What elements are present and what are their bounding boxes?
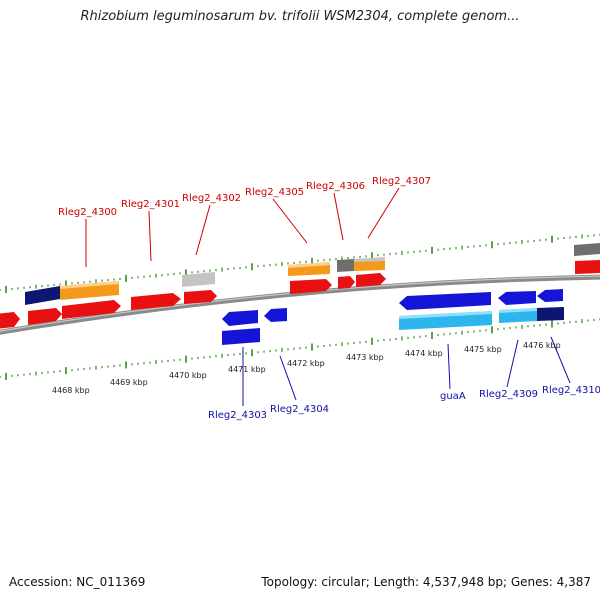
feature-red-4305[interactable] [290, 279, 332, 294]
label-leader [272, 198, 308, 244]
label-leader [550, 336, 571, 384]
gene-label[interactable]: guaA [440, 391, 466, 402]
feature-gray-4302[interactable] [182, 272, 215, 287]
feature-red-b[interactable] [28, 308, 62, 325]
label-leader [148, 210, 152, 262]
feature-cyan-guaA[interactable] [399, 311, 492, 330]
gene-label[interactable]: Rleg2_4306 [306, 181, 365, 192]
feature-red-4307[interactable] [356, 273, 386, 287]
feature-blue-guaA[interactable] [399, 292, 491, 310]
label-leader [367, 187, 400, 239]
feature-blue-4304[interactable] [264, 308, 287, 322]
label-leader [279, 355, 297, 401]
gene-label[interactable]: Rleg2_4307 [372, 176, 431, 187]
scale-tick-label: 4475 kbp [464, 345, 502, 354]
feature-red-right[interactable] [575, 260, 600, 274]
genome-title: Rhizobium leguminosarum bv. trifolii WSM… [80, 9, 520, 24]
feature-red-4300[interactable] [62, 300, 121, 319]
feature-navy-4310[interactable] [537, 307, 564, 321]
gene-label[interactable]: Rleg2_4301 [121, 199, 180, 210]
feature-blue-4310[interactable] [537, 289, 563, 302]
gene-features [0, 243, 600, 345]
genome-summary-text: Topology: circular; Length: 4,537,948 bp… [261, 575, 591, 589]
gene-label[interactable]: Rleg2_4303 [208, 410, 267, 421]
gene-label[interactable]: Rleg2_4310 [542, 385, 600, 396]
accession-text: Accession: NC_011369 [9, 575, 146, 589]
gene-label[interactable]: Rleg2_4305 [245, 187, 304, 198]
scale-tick-label: 4469 kbp [110, 378, 148, 387]
feature-red-4302[interactable] [184, 290, 217, 304]
gene-label-leaders [85, 187, 571, 406]
label-leader [447, 343, 451, 390]
feature-blue-4309[interactable] [498, 291, 536, 305]
label-leader [506, 339, 519, 388]
scale-tick-label: 4471 kbp [228, 365, 266, 374]
genome-backbone [0, 274, 600, 335]
label-leader [333, 192, 344, 241]
feature-gray-right[interactable] [574, 243, 600, 256]
gene-label[interactable]: Rleg2_4304 [270, 404, 329, 415]
gene-label[interactable]: Rleg2_4300 [58, 207, 117, 218]
lower-tick-track [0, 318, 600, 380]
feature-red-4306[interactable] [338, 276, 355, 289]
feature-blue-4303[interactable] [222, 310, 258, 326]
feature-cyan-4309[interactable] [499, 308, 537, 323]
feature-red-4301[interactable] [131, 293, 181, 310]
feature-orange-4300[interactable] [60, 281, 119, 300]
scale-tick-label: 4468 kbp [52, 386, 90, 395]
feature-orange-4307[interactable] [354, 257, 385, 271]
scale-tick-label: 4472 kbp [287, 359, 325, 368]
gene-label[interactable]: Rleg2_4302 [182, 193, 241, 204]
scale-tick-label: 4470 kbp [169, 371, 207, 380]
feature-red-a[interactable] [0, 312, 20, 329]
label-leader [195, 204, 211, 256]
scale-tick-labels: 4468 kbp 4469 kbp 4470 kbp 4471 kbp 4472 kbp… [52, 341, 561, 395]
feature-gray-4306[interactable] [337, 259, 354, 272]
feature-blue-4303b[interactable] [222, 328, 260, 345]
scale-tick-label: 4473 kbp [346, 353, 384, 362]
feature-orange-4305[interactable] [288, 262, 330, 276]
scale-tick-label: 4476 kbp [523, 341, 561, 350]
scale-tick-label: 4474 kbp [405, 349, 443, 358]
gene-label[interactable]: Rleg2_4309 [479, 389, 538, 400]
feature-navy-1[interactable] [25, 286, 60, 305]
